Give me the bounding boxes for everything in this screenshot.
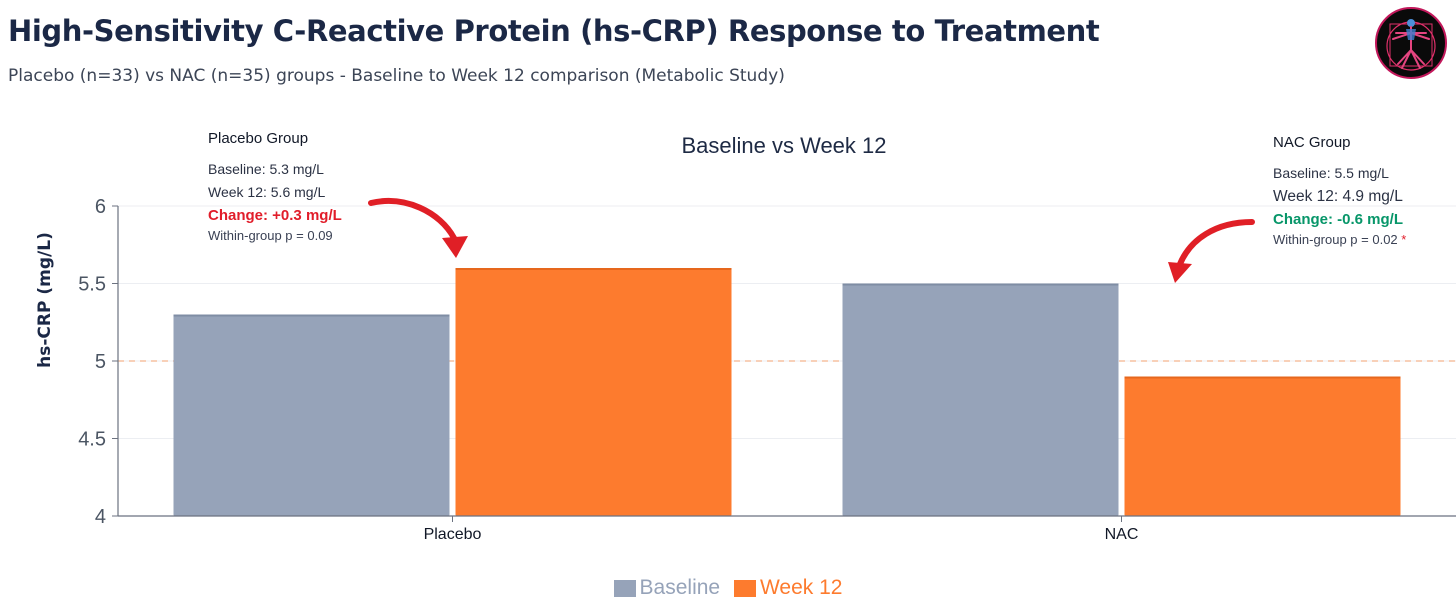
bar-placebo-week12[interactable] — [455, 268, 732, 516]
significance-star: * — [1401, 232, 1407, 247]
placebo-annotation-heading: Placebo Group — [208, 130, 309, 147]
y-tick-label: 5 — [95, 351, 106, 373]
placebo-arrow — [368, 198, 468, 258]
nac-change-value: Change: -0.6 mg/L — [1273, 211, 1404, 228]
x-tick-label-nac: NAC — [1105, 526, 1139, 543]
nac-annotation: NAC Group Baseline: 5.5 mg/L Week 12: 4.… — [1273, 134, 1406, 251]
page-title: High-Sensitivity C-Reactive Protein (hs-… — [8, 14, 1100, 48]
legend-swatch-week12 — [733, 579, 756, 597]
chart-title: Baseline vs Week 12 — [681, 133, 886, 158]
nac-week12-value: Week 12: 4.9 mg/L — [1273, 188, 1403, 205]
placebo-week12-value: Week 12: 5.6 mg/L — [208, 184, 326, 200]
legend-label-week12: Week 12 — [759, 576, 843, 599]
chart-legend: Baseline Week 12 — [0, 576, 1456, 603]
bar-nac-week12[interactable] — [1124, 376, 1401, 517]
nac-baseline-value: Baseline: 5.5 mg/L — [1273, 165, 1389, 181]
nac-p-value: Within-group p = 0.02 — [1273, 232, 1398, 247]
placebo-change-value: Change: +0.3 mg/L — [208, 207, 342, 224]
nac-annotation-heading: NAC Group — [1273, 134, 1351, 151]
page-subtitle: Placebo (n=33) vs NAC (n=35) groups - Ba… — [8, 66, 785, 86]
x-tick-label-placebo: Placebo — [424, 526, 482, 543]
nac-arrow — [1168, 219, 1255, 283]
y-axis-label: hs-CRP (mg/L) — [35, 232, 55, 368]
placebo-annotation: Placebo Group Baseline: 5.3 mg/L Week 12… — [208, 130, 342, 247]
y-tick-label: 6 — [95, 196, 106, 218]
vitruvian-figure-icon — [1375, 7, 1447, 79]
legend-label-baseline: Baseline — [639, 576, 721, 599]
y-tick-label: 4.5 — [78, 429, 106, 451]
y-tick-label: 5.5 — [78, 274, 106, 296]
legend-swatch-baseline — [613, 579, 636, 597]
bar-placebo-baseline[interactable] — [173, 314, 450, 517]
placebo-baseline-value: Baseline: 5.3 mg/L — [208, 161, 324, 177]
y-tick-label: 4 — [95, 506, 106, 528]
nac-p-value-line: Within-group p = 0.02 * — [1273, 228, 1406, 251]
legend-item-week12[interactable]: Week 12 — [733, 576, 843, 600]
legend-item-baseline[interactable]: Baseline — [613, 576, 721, 600]
bar-nac-baseline[interactable] — [842, 283, 1119, 517]
placebo-p-value: Within-group p = 0.09 — [208, 228, 333, 243]
